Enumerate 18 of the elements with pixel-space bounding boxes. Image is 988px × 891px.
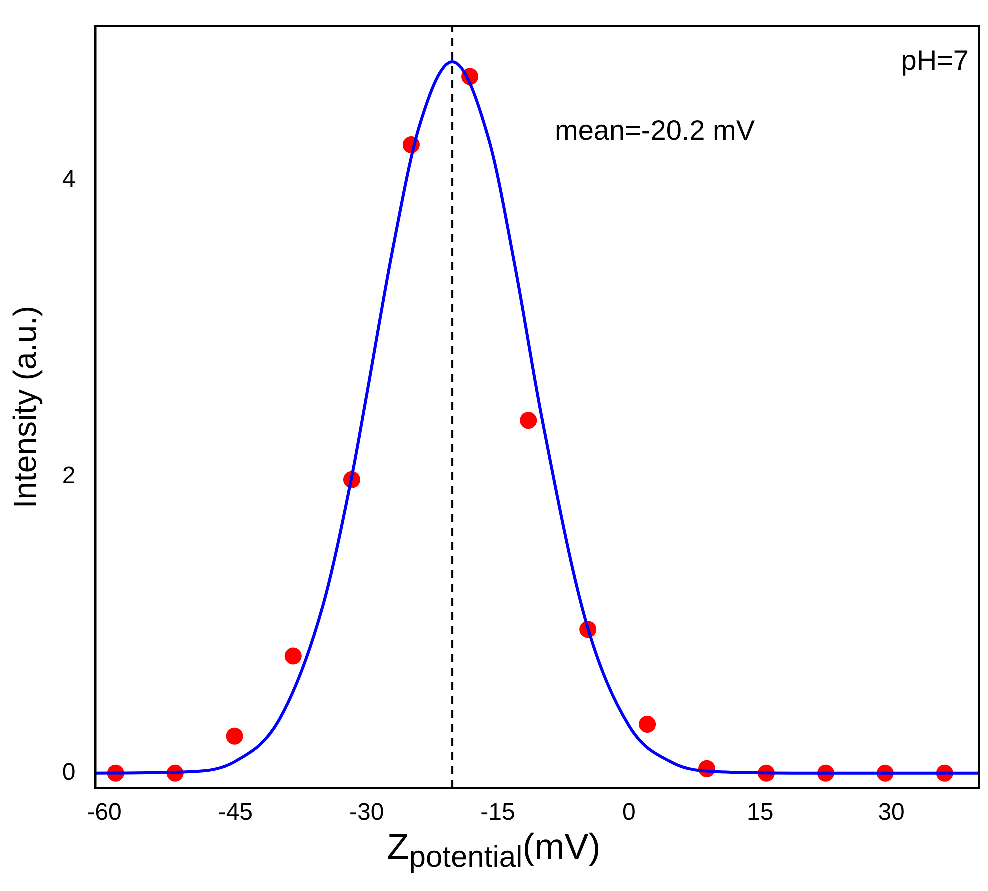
x-tick-label: 0 [622, 799, 636, 826]
point [226, 728, 244, 745]
y-axis-title: Intensity (a.u.) [7, 306, 44, 509]
y-tick-label: 2 [62, 462, 76, 490]
x-tick-label: -60 [87, 799, 122, 826]
x-tick-label: 15 [747, 799, 774, 826]
annotation: mean=-20.2 mV [555, 115, 756, 146]
y-tick-label: 0 [62, 759, 76, 786]
point [520, 412, 538, 430]
x-tick-label: -30 [350, 799, 384, 826]
point [284, 648, 302, 665]
point [639, 716, 656, 733]
x-tick-label: 30 [878, 799, 905, 826]
y-tick-label: 4 [62, 166, 76, 194]
annotation: pH=7 [901, 45, 969, 76]
x-tick-label: -15 [480, 799, 516, 826]
x-axis-title: Z$_{potential}$(mV) [386, 826, 602, 876]
x-tick-label: -45 [218, 799, 254, 826]
